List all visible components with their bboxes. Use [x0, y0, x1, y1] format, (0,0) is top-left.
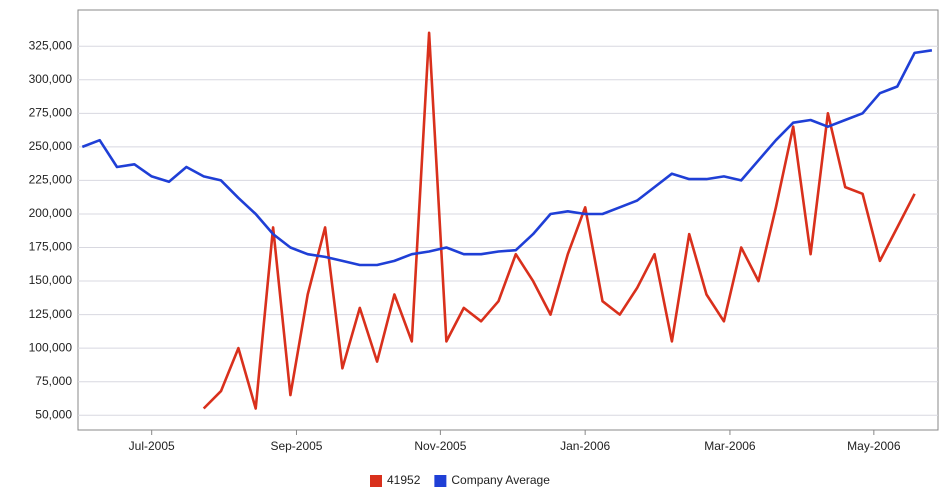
x-tick-label: Nov-2005 [414, 439, 466, 453]
y-tick-label: 325,000 [29, 38, 73, 52]
x-tick-label: May-2006 [847, 439, 901, 453]
series-line [202, 31, 916, 410]
y-tick-label: 200,000 [29, 206, 73, 220]
series-line [81, 49, 933, 267]
y-tick-label: 50,000 [35, 407, 72, 421]
y-tick-label: 125,000 [29, 307, 73, 321]
x-tick-label: Jul-2005 [129, 439, 175, 453]
legend-label: 41952 [387, 473, 421, 487]
y-tick-label: 250,000 [29, 139, 73, 153]
y-tick-label: 275,000 [29, 105, 73, 119]
y-tick-label: 75,000 [35, 374, 72, 388]
plot-area [77, 9, 939, 431]
x-tick-label: Jan-2006 [560, 439, 610, 453]
legend-swatch [434, 475, 447, 487]
y-tick-label: 100,000 [29, 340, 73, 354]
y-tick-label: 150,000 [29, 273, 73, 287]
y-tick-label: 225,000 [29, 173, 73, 187]
legend-swatch [370, 475, 382, 487]
x-tick-label: Sep-2005 [270, 439, 322, 453]
legend-label: Company Average [451, 473, 550, 487]
x-tick-label: Mar-2006 [704, 439, 756, 453]
y-tick-label: 175,000 [29, 240, 73, 254]
y-tick-label: 300,000 [29, 72, 73, 86]
